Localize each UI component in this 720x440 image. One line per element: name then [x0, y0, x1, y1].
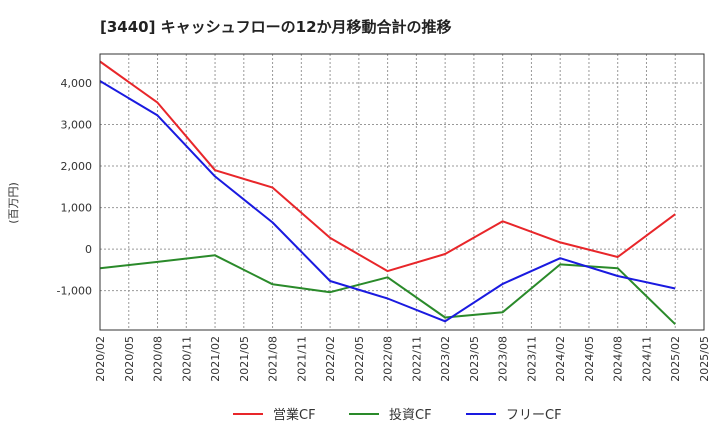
- series-line-投資CF: [99, 254, 676, 325]
- y-tick-label: 4,000: [61, 77, 93, 90]
- x-tick-label: 2022/11: [410, 336, 423, 382]
- y-tick-label: -1,000: [57, 285, 92, 298]
- series-lines: [99, 60, 676, 325]
- x-tick-label: 2024/02: [554, 336, 567, 382]
- legend-label: 投資CF: [389, 407, 432, 423]
- series-line-フリーCF: [99, 80, 676, 323]
- x-tick-label: 2024/05: [583, 336, 596, 382]
- x-tick-label: 2025/05: [698, 336, 711, 382]
- y-tick-label: 2,000: [61, 160, 93, 173]
- legend-label: フリーCF: [506, 408, 562, 423]
- plot-frame: [99, 53, 705, 331]
- x-tick-label: 2020/02: [94, 336, 107, 382]
- x-tick-label: 2020/08: [152, 336, 165, 382]
- x-tick-label: 2022/05: [353, 336, 366, 382]
- x-tick-label: 2022/08: [382, 336, 395, 382]
- legend: 営業CF 投資CF フリーCF: [233, 407, 562, 423]
- x-tick-label: 2023/11: [525, 336, 538, 382]
- y-tick-label: 0: [85, 243, 92, 256]
- series-line-営業CF: [99, 60, 676, 273]
- x-tick-labels: 2020/02 2020/05 2020/08 2020/11 2021/02 2021/…: [94, 336, 711, 382]
- x-tick-label: 2023/05: [468, 336, 481, 382]
- x-tick-label: 2024/08: [612, 336, 625, 382]
- x-tick-label: 2023/08: [497, 336, 510, 382]
- x-tick-label: 2020/05: [123, 336, 136, 382]
- y-axis-label: (百万円): [7, 182, 20, 224]
- x-tick-label: 2024/11: [640, 336, 653, 382]
- grid: [100, 54, 704, 330]
- x-tick-label: 2022/02: [324, 336, 337, 382]
- chart-title: [3440] キャッシュフローの12か月移動合計の推移: [100, 18, 452, 36]
- legend-label: 営業CF: [273, 407, 316, 423]
- y-tick-label: 3,000: [61, 119, 93, 132]
- x-tick-label: 2021/05: [238, 336, 251, 382]
- x-tick-label: 2021/02: [209, 336, 222, 382]
- x-tick-label: 2021/08: [267, 336, 280, 382]
- x-tick-label: 2025/02: [669, 336, 682, 382]
- y-tick-labels: -1,000 0 1,000 2,000 3,000 4,000: [57, 77, 92, 298]
- x-tick-label: 2021/11: [295, 336, 308, 382]
- y-tick-label: 1,000: [61, 202, 93, 215]
- x-tick-label: 2020/11: [180, 336, 193, 382]
- x-tick-label: 2023/02: [439, 336, 452, 382]
